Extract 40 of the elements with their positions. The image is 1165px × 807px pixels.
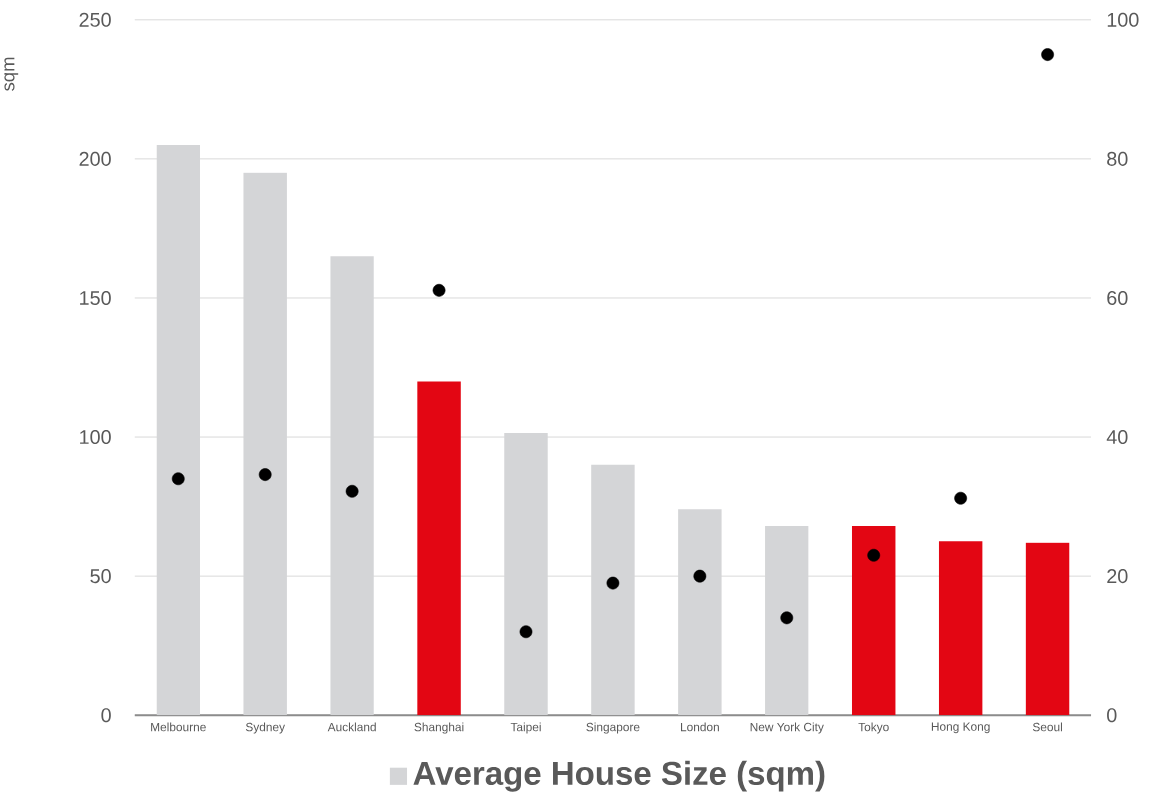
point <box>345 484 359 498</box>
y-tick-label: 0 <box>101 708 111 723</box>
bar <box>851 525 896 716</box>
x-tick-label: Auckland <box>327 722 376 732</box>
x-tick-label: Seoul <box>1032 722 1062 732</box>
point <box>867 548 881 562</box>
point <box>780 611 794 625</box>
point <box>519 625 533 638</box>
x-tick-label: Singapore <box>586 722 640 734</box>
x-tick-label: Shanghai <box>414 722 464 734</box>
y-tick-label: 100 <box>80 429 111 444</box>
x-tick-label: Taipei <box>510 722 541 734</box>
y-axis-title: sqm <box>4 57 19 91</box>
bar <box>1025 542 1070 716</box>
x-tick-label: London <box>680 722 719 732</box>
y2-tick-label: 60 <box>1107 290 1128 305</box>
point <box>258 468 272 481</box>
point <box>693 569 707 583</box>
y-tick-label: 250 <box>79 12 111 27</box>
y-tick-label: 150 <box>80 290 111 305</box>
y2-tick-label: 80 <box>1107 151 1128 166</box>
point <box>1041 48 1054 61</box>
x-tick-label: New York City <box>750 722 824 734</box>
x-tick-label: Melbourne <box>151 722 206 732</box>
point <box>954 491 967 505</box>
y-tick-label: 200 <box>79 151 111 166</box>
y2-tick-label: 20 <box>1107 568 1128 583</box>
point <box>606 576 620 590</box>
bar <box>938 541 983 716</box>
point <box>432 283 446 297</box>
y-tick-label: 50 <box>90 568 111 583</box>
y2-tick-label: 0 <box>1107 708 1117 723</box>
point <box>171 472 185 485</box>
y2-tick-label: 40 <box>1106 429 1128 444</box>
bar <box>417 381 461 716</box>
y2-tick-label: 100 <box>1107 12 1139 27</box>
x-tick-label: Tokyo <box>858 722 889 734</box>
x-tick-label: Hong Kong <box>931 722 990 733</box>
x-tick-label: Sydney <box>245 722 285 734</box>
legend-label: Average House Size (sqm) <box>413 760 825 792</box>
